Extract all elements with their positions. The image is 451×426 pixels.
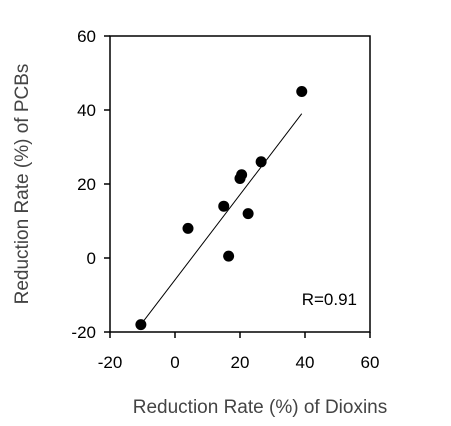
data-point: [135, 319, 147, 331]
y-axis-label: Reduction Rate (%) of PCBs: [12, 64, 33, 305]
y-tick-label: -20: [71, 323, 96, 342]
data-point: [296, 86, 308, 97]
data-point: [255, 156, 267, 168]
x-tick-label: 60: [361, 353, 380, 372]
data-point: [223, 250, 235, 262]
y-tick-label: 60: [77, 27, 96, 46]
data-point: [182, 222, 194, 234]
x-axis-ticks: -20 0 20 40 60: [98, 332, 380, 372]
correlation-annotation: R=0.91: [302, 290, 357, 309]
x-tick-label: 20: [231, 353, 250, 372]
data-point: [236, 169, 248, 181]
x-tick-label: -20: [98, 353, 123, 372]
plot-frame: [109, 35, 371, 333]
x-axis-label: Reduction Rate (%) of Dioxins: [133, 397, 388, 418]
y-tick-label: 0: [87, 249, 96, 268]
trendline: [140, 113, 303, 325]
data-point: [218, 200, 230, 212]
data-point: [242, 208, 254, 220]
y-tick-label: 40: [77, 101, 96, 120]
y-tick-label: 20: [77, 175, 96, 194]
x-tick-label: 0: [170, 353, 179, 372]
y-axis-ticks: -20 0 20 40 60: [71, 27, 110, 342]
data-points: [135, 86, 308, 331]
x-tick-label: 40: [296, 353, 315, 372]
trendline-group: [140, 113, 303, 325]
